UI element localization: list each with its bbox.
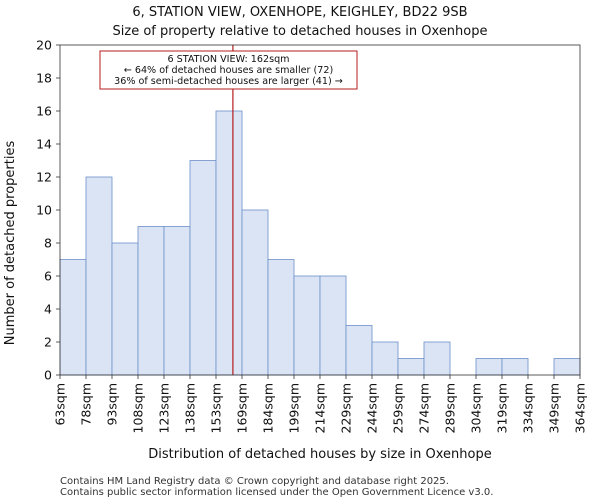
y-tick-label: 18 (36, 71, 52, 86)
bar (397, 358, 425, 376)
y-tick-label: 10 (36, 203, 52, 218)
bar (111, 242, 139, 376)
chart-subtitle: Size of property relative to detached ho… (113, 24, 488, 39)
bar (553, 358, 581, 376)
x-tick-label: 289sqm (443, 383, 458, 433)
annotation-line-3: 36% of semi-detached houses are larger (… (114, 76, 343, 87)
bar (293, 275, 321, 376)
x-tick-label: 214sqm (313, 383, 328, 433)
footer-line-1: Contains HM Land Registry data © Crown c… (60, 476, 449, 487)
annotation-border (99, 50, 358, 90)
x-tick-label: 259sqm (391, 383, 406, 433)
bar (501, 358, 529, 376)
bars-group (59, 110, 581, 376)
x-tick-label: 304sqm (469, 383, 484, 433)
bar (345, 325, 373, 376)
x-tick-label: 153sqm (209, 383, 224, 433)
footer-line-2: Contains public sector information licen… (60, 487, 493, 498)
x-tick-label: 93sqm (105, 383, 120, 426)
annotation-line-2: ← 64% of detached houses are smaller (72… (124, 65, 333, 76)
bar (137, 226, 165, 376)
x-tick-label: 274sqm (417, 383, 432, 433)
plot-frame (59, 44, 581, 376)
bar (189, 160, 217, 376)
y-tick-label: 4 (44, 302, 52, 317)
x-tick-label: 63sqm (53, 383, 68, 426)
x-tick-label: 123sqm (157, 383, 172, 433)
y-tick-label: 20 (36, 38, 52, 53)
y-axis-label: Number of detached properties (3, 141, 18, 346)
y-tick-label: 14 (36, 137, 52, 152)
x-tick-label: 334sqm (521, 383, 536, 433)
x-tick-label: 244sqm (365, 383, 380, 433)
x-tick-label: 184sqm (261, 383, 276, 433)
x-axis-ticks: 63sqm 78sqm 93sqm 108sqm 123sqm 138sqm 153sqm 1… (53, 375, 588, 433)
bar (319, 275, 347, 376)
chart-title: 6, STATION VIEW, OXENHOPE, KEIGHLEY, BD2… (132, 5, 467, 20)
x-tick-label: 319sqm (495, 383, 510, 433)
x-axis-label: Distribution of detached houses by size … (148, 447, 491, 462)
x-tick-label: 229sqm (339, 383, 354, 433)
x-tick-label: 169sqm (235, 383, 250, 433)
bar (475, 358, 503, 376)
y-tick-label: 8 (44, 236, 52, 251)
y-tick-label: 12 (36, 170, 52, 185)
x-tick-label: 78sqm (79, 383, 94, 426)
bar (267, 259, 295, 376)
x-tick-label: 364sqm (573, 383, 588, 433)
bar (241, 209, 269, 376)
bar (85, 176, 113, 376)
y-tick-label: 0 (44, 368, 52, 383)
annotation-line-1: 6 STATION VIEW: 162sqm (167, 54, 289, 65)
x-tick-label: 199sqm (287, 383, 302, 433)
y-tick-label: 6 (44, 269, 52, 284)
y-axis-ticks: 0 2 4 6 8 10 12 14 16 18 20 (36, 38, 60, 383)
bar (423, 341, 451, 376)
bar (163, 226, 191, 376)
y-tick-label: 16 (36, 104, 52, 119)
bar (59, 259, 87, 376)
y-tick-label: 2 (44, 335, 52, 350)
bar (371, 341, 399, 376)
bar (215, 110, 243, 376)
annotation-box: 6 STATION VIEW: 162sqm ← 64% of detached… (99, 50, 358, 90)
x-tick-label: 108sqm (131, 383, 146, 433)
x-tick-label: 349sqm (547, 383, 562, 433)
x-tick-label: 138sqm (183, 383, 198, 433)
